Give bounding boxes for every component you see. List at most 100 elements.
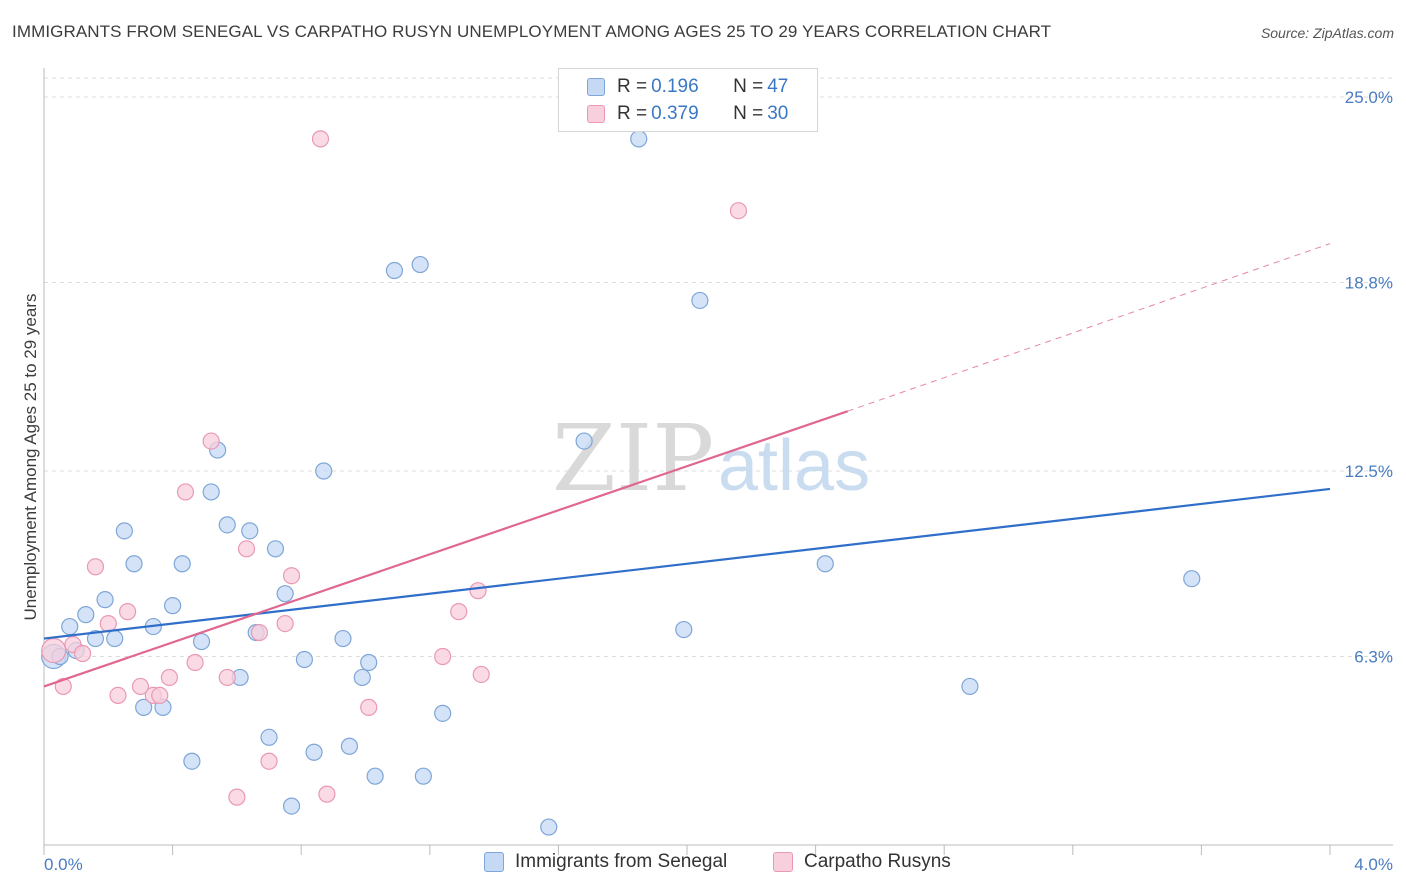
senegal-point bbox=[173, 555, 191, 573]
rusyn-point bbox=[118, 603, 137, 621]
senegal-point bbox=[366, 767, 384, 785]
senegal-point bbox=[77, 606, 95, 624]
senegal-point bbox=[675, 620, 693, 639]
rusyn-point bbox=[218, 668, 236, 687]
senegal-point bbox=[411, 255, 429, 274]
senegal-point bbox=[164, 597, 182, 615]
rusyn-point bbox=[202, 432, 220, 450]
legend-swatch-blue bbox=[484, 852, 504, 872]
legend-r-label: R = bbox=[617, 76, 648, 97]
rusyn-point bbox=[250, 623, 269, 642]
rusyn-point bbox=[109, 686, 127, 705]
rusyn-point bbox=[41, 637, 67, 664]
legend-label-rusyn: Carpatho Rusyns bbox=[804, 851, 951, 872]
rusyn-point bbox=[99, 614, 117, 633]
senegal-point bbox=[575, 432, 593, 450]
source-credit: Source: ZipAtlas.com bbox=[1260, 25, 1394, 41]
senegal-point bbox=[125, 555, 143, 573]
rusyn-point bbox=[469, 582, 487, 600]
watermark: ZIP atlas bbox=[552, 405, 870, 512]
rusyn-point bbox=[360, 698, 378, 716]
senegal-point bbox=[135, 698, 153, 716]
senegal-point bbox=[315, 462, 333, 480]
legend-row-rusyn: R = 0.379 N = 30 bbox=[587, 102, 788, 126]
watermark-zip: ZIP bbox=[552, 405, 714, 512]
y-tick-labels: 6.3% 12.5% 18.8% 25.0% bbox=[1345, 88, 1393, 667]
senegal-point bbox=[360, 653, 378, 672]
legend-swatch-pink bbox=[773, 852, 793, 872]
rusyn-point bbox=[186, 653, 204, 672]
legend-n-value: 47 bbox=[767, 76, 789, 97]
x-tick-label-min: 0.0% bbox=[44, 855, 83, 874]
legend-r-label: R = bbox=[617, 103, 648, 124]
legend-swatch-pink bbox=[587, 105, 605, 123]
y-tick-label: 12.5% bbox=[1345, 462, 1393, 481]
rusyn-point bbox=[434, 647, 452, 666]
rusyn-point bbox=[131, 677, 150, 696]
rusyn-point bbox=[160, 668, 178, 687]
y-tick-label: 6.3% bbox=[1354, 648, 1393, 667]
senegal-point bbox=[385, 261, 404, 280]
senegal-point bbox=[414, 767, 432, 785]
senegal-point bbox=[183, 752, 201, 770]
rusyn-point bbox=[176, 483, 195, 501]
grid-lines bbox=[44, 77, 1393, 658]
senegal-point bbox=[106, 629, 124, 648]
rusyn-point bbox=[260, 752, 278, 770]
trend-lines bbox=[43, 243, 1331, 688]
senegal-point bbox=[241, 522, 259, 540]
rusyn-point bbox=[54, 677, 72, 696]
senegal-point bbox=[1183, 570, 1201, 588]
rusyn-point bbox=[472, 665, 490, 684]
senegal-point bbox=[961, 677, 979, 696]
rusyn-point bbox=[450, 603, 468, 621]
legend-n-label: N = bbox=[733, 103, 764, 124]
axes bbox=[43, 68, 1393, 855]
legend-n-label: N = bbox=[733, 76, 764, 97]
senegal-point bbox=[96, 591, 114, 609]
senegal-point bbox=[305, 743, 323, 761]
senegal-point bbox=[266, 540, 285, 558]
rusyn-trend-extension bbox=[847, 243, 1331, 412]
senegal-point bbox=[353, 668, 371, 687]
legend-r-value: 0.196 bbox=[651, 76, 699, 97]
rusyn-point bbox=[729, 202, 748, 220]
senegal-point bbox=[816, 555, 834, 573]
legend-label-senegal: Immigrants from Senegal bbox=[515, 851, 728, 872]
rusyn-point bbox=[228, 788, 246, 806]
y-tick-label: 25.0% bbox=[1345, 88, 1393, 107]
bottom-legend-senegal[interactable]: Immigrants from Senegal bbox=[484, 851, 727, 873]
series-senegal-points bbox=[41, 130, 1201, 836]
senegal-point bbox=[115, 522, 133, 540]
chart-title: IMMIGRANTS FROM SENEGAL VS CARPATHO RUSY… bbox=[12, 22, 1052, 41]
legend-r-value: 0.379 bbox=[651, 103, 699, 124]
senegal-point bbox=[202, 483, 220, 501]
senegal-point bbox=[630, 130, 648, 148]
bottom-legend-rusyn[interactable]: Carpatho Rusyns bbox=[773, 851, 951, 873]
senegal-point bbox=[282, 797, 301, 815]
rusyn-point bbox=[276, 614, 294, 633]
correlation-legend: R = 0.196 N = 47 R = 0.379 N = 30 bbox=[558, 68, 818, 132]
rusyn-point bbox=[237, 540, 256, 558]
senegal-point bbox=[218, 516, 236, 534]
senegal-point bbox=[276, 585, 294, 603]
senegal-point bbox=[434, 704, 452, 722]
series-rusyn-points bbox=[41, 130, 748, 806]
rusyn-point bbox=[282, 567, 301, 585]
legend-swatch-blue bbox=[587, 78, 605, 96]
watermark-atlas: atlas bbox=[718, 426, 870, 506]
legend-n-value: 30 bbox=[767, 103, 789, 124]
x-tick-label-max: 4.0% bbox=[1354, 855, 1393, 874]
senegal-point bbox=[334, 629, 352, 648]
rusyn-trend-line bbox=[43, 410, 849, 688]
rusyn-point bbox=[318, 785, 336, 803]
senegal-point bbox=[61, 617, 79, 636]
rusyn-point bbox=[151, 686, 169, 705]
senegal-point bbox=[260, 728, 278, 746]
senegal-point bbox=[691, 291, 709, 310]
senegal-point bbox=[86, 629, 105, 648]
rusyn-point bbox=[86, 558, 105, 576]
senegal-point bbox=[295, 650, 314, 669]
senegal-point bbox=[340, 737, 359, 755]
